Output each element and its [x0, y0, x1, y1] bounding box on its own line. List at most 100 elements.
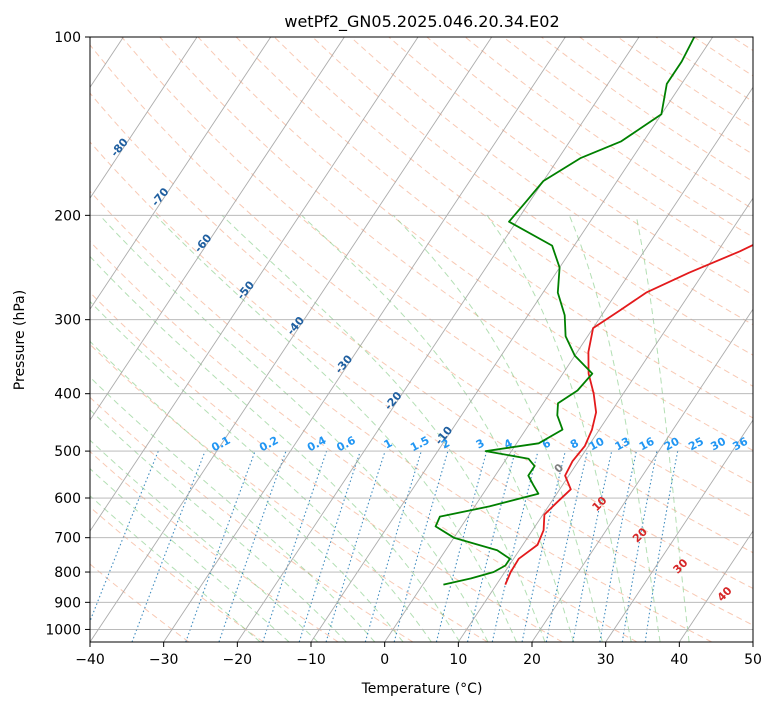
moist-adiabat-line [90, 300, 432, 642]
isotherm-label: -100 [14, 49, 42, 79]
dry-adiabat-line [90, 291, 563, 642]
mixing-ratio-line [466, 450, 516, 642]
dry-adiabat-line [90, 396, 414, 642]
mixing-ratio-label: 20 [662, 435, 682, 454]
isotherm-line [90, 37, 272, 310]
background-lines [90, 37, 753, 642]
x-tick-label: −40 [75, 652, 105, 668]
isotherm-line [678, 530, 753, 642]
mixing-ratio-line [262, 450, 328, 642]
dry-adiabat-line [90, 563, 190, 642]
moist-adiabat-line [301, 214, 575, 642]
dry-adiabat-line [90, 44, 753, 554]
isotherm-label: -70 [149, 185, 172, 209]
dry-adiabat-line [350, 37, 753, 326]
dry-adiabat-line [273, 37, 753, 387]
y-axis-label: Pressure (hPa) [12, 290, 28, 390]
mixing-ratio-label: 10 [587, 435, 607, 454]
isotherm-label: -90 [65, 90, 88, 114]
y-tick-label: 1000 [45, 622, 81, 638]
x-tick-label: 10 [449, 652, 467, 668]
mixing-ratio-line [90, 450, 159, 623]
plot-frame [89, 36, 754, 643]
dry-adiabat-line [90, 190, 712, 642]
mixing-ratio-label: 13 [613, 435, 633, 454]
moist-adiabat-line [90, 340, 404, 642]
dry-adiabat-line [197, 37, 753, 452]
mixing-ratio-line [521, 450, 566, 642]
mixing-ratio-line [435, 450, 488, 642]
mixing-ratio-line [644, 450, 679, 642]
isotherm-label: -60 [192, 231, 215, 255]
mixing-ratio-line [131, 450, 206, 642]
x-axis-label: Temperature (°C) [361, 681, 483, 697]
dry-adiabat-line [579, 37, 753, 155]
isotherm-line [163, 37, 566, 642]
dry-adiabat-line [121, 37, 753, 519]
y-axis-ticks: 1000 900 800 700 600 500 400 300 200 100 [45, 30, 90, 638]
x-tick-label: 30 [597, 652, 615, 668]
x-tick-label: 0 [380, 652, 389, 668]
mixing-ratio-line [545, 450, 589, 642]
mixing-ratio-label: 2 [439, 436, 452, 451]
x-axis-ticks: −40 −30 −20 −10 0 10 20 30 40 50 [75, 642, 762, 668]
mixing-ratio-line [572, 450, 613, 642]
y-tick-label: 500 [54, 444, 81, 460]
dry-adiabat-label: 20 [630, 525, 650, 545]
mixing-ratio-label: 36 [730, 435, 750, 454]
dry-adiabat-line [90, 450, 339, 642]
sounding-series [434, 37, 753, 586]
moist-adiabat-line [486, 215, 632, 642]
moist-adiabat-line [392, 214, 603, 642]
dewpoint-line [434, 37, 696, 586]
dry-adiabat-line [388, 37, 753, 296]
dry-adiabat-label: 30 [671, 556, 691, 576]
dry-adiabat-line [90, 343, 488, 642]
mixing-ratio-line [218, 450, 287, 642]
x-tick-label: −20 [223, 652, 253, 668]
mixing-ratio-line [185, 450, 256, 642]
dry-adiabat-line [731, 37, 753, 52]
isotherm-label: -50 [234, 278, 257, 302]
dry-adiabat-line [90, 141, 753, 626]
x-tick-label: 20 [523, 652, 541, 668]
dry-adiabat-line [655, 37, 753, 103]
mixing-ratio-label: 16 [637, 435, 657, 454]
isotherm-line [90, 37, 419, 532]
isotherm-label: -80 [108, 135, 131, 159]
isotherm-label: -30 [332, 352, 355, 376]
isotherm-line [90, 37, 198, 200]
dry-adiabat-label: 40 [715, 584, 735, 604]
dry-adiabat-line [90, 506, 264, 642]
mixing-ratio-label: 30 [708, 435, 728, 454]
dry-adiabat-line [90, 240, 638, 642]
mixing-ratio-line [298, 450, 361, 642]
moist-adiabat-line [90, 495, 261, 642]
isotherm-line [605, 419, 753, 642]
moist-adiabat-line [568, 215, 661, 642]
moist-adiabat-line [155, 214, 517, 642]
isotherm-line [531, 308, 753, 642]
dry-adiabat-line [426, 37, 753, 267]
dry-adiabat-label: 0 [552, 461, 567, 476]
mixing-ratio-label: 25 [686, 435, 706, 454]
mixing-ratio-line [599, 450, 637, 642]
mixing-ratio-line [325, 450, 386, 642]
isotherm-labels: -100-90-80-70-60-50-40-30-20-100.1 0.2 0.4… [14, 49, 750, 604]
moist-adiabat-line [90, 255, 461, 642]
isotherm-line [90, 37, 345, 421]
isotherm-line [90, 37, 493, 642]
x-tick-label: −30 [149, 652, 179, 668]
x-tick-label: −10 [296, 652, 326, 668]
y-tick-label: 300 [54, 313, 81, 329]
dry-adiabat-label: 10 [590, 494, 610, 514]
moist-adiabat-line [221, 214, 546, 642]
y-tick-label: 700 [54, 531, 81, 547]
isotherm-line [752, 641, 753, 642]
isotherm-label: -40 [284, 314, 307, 338]
moist-adiabat-line [90, 439, 319, 642]
isotherm-line [384, 86, 753, 642]
moist-adiabat-line [99, 214, 489, 642]
moist-adiabat-line [90, 409, 347, 642]
dry-adiabat-line [159, 37, 753, 485]
